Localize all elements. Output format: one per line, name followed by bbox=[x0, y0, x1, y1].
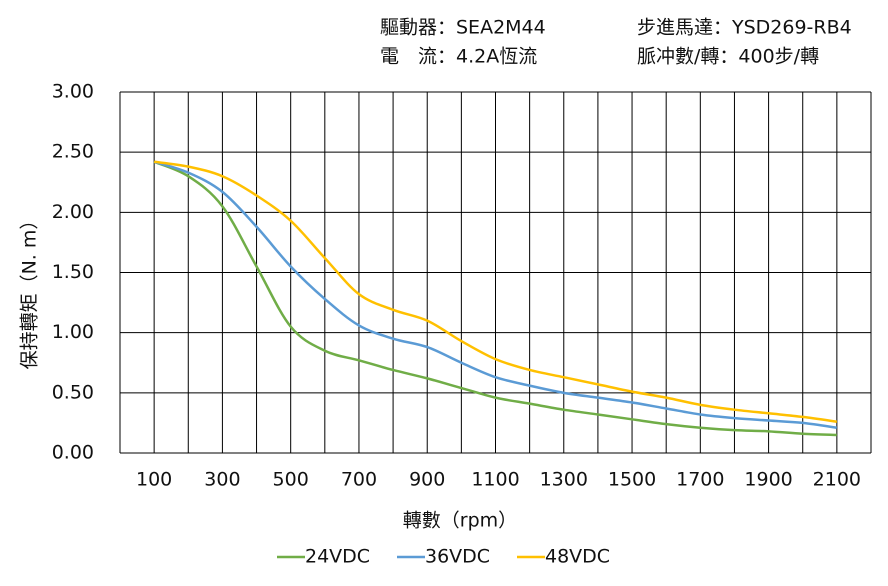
series-line bbox=[153, 160, 837, 437]
x-tick-label: 500 bbox=[273, 469, 309, 491]
y-tick-label: 1.50 bbox=[52, 261, 94, 283]
y-tick-label: 2.00 bbox=[52, 201, 94, 223]
x-tick-label: 100 bbox=[136, 469, 172, 491]
x-axis-label: 轉數（rpm） bbox=[403, 510, 517, 532]
legend-label: 24VDC bbox=[305, 546, 370, 568]
x-tick-label: 2100 bbox=[813, 469, 861, 491]
info-text: 電 流：4.2A恆流 bbox=[380, 46, 537, 68]
x-tick-label: 1100 bbox=[471, 469, 519, 491]
y-tick-label: 0.50 bbox=[52, 381, 94, 403]
y-axis-label: 保持轉矩（N. m） bbox=[19, 211, 41, 370]
y-tick-label: 3.00 bbox=[52, 81, 94, 103]
series-line bbox=[153, 160, 838, 423]
x-tick-label: 1300 bbox=[540, 469, 588, 491]
y-tick-label: 1.00 bbox=[52, 321, 94, 343]
info-text: 步進馬達：YSD269-RB4 bbox=[637, 17, 852, 39]
x-tick-label: 1900 bbox=[744, 469, 792, 491]
info-text: 驅動器：SEA2M44 bbox=[380, 17, 546, 39]
series-line bbox=[153, 160, 838, 429]
y-tick-label: 0.00 bbox=[52, 442, 94, 464]
legend-label: 48VDC bbox=[545, 546, 610, 568]
y-tick-label: 2.50 bbox=[52, 141, 94, 163]
x-tick-label: 1500 bbox=[608, 469, 656, 491]
x-tick-label: 1700 bbox=[676, 469, 724, 491]
x-tick-label: 700 bbox=[341, 469, 377, 491]
legend-label: 36VDC bbox=[425, 546, 490, 568]
x-tick-label: 900 bbox=[409, 469, 445, 491]
x-tick-label: 300 bbox=[204, 469, 240, 491]
info-text: 脈冲數/轉：400步/轉 bbox=[637, 46, 819, 68]
